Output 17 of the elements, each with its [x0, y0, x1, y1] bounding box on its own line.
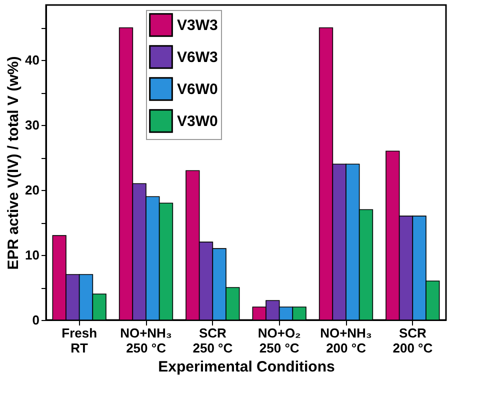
y-tick-label: 30: [25, 118, 40, 133]
legend-label: V6W0: [177, 81, 218, 98]
x-tick-label: NO+O₂ 250 °C: [258, 326, 302, 356]
x-tick-label: SCR 200 °C: [392, 326, 434, 356]
x-tick-label: SCR 250 °C: [192, 326, 234, 356]
y-tick-label: 10: [25, 248, 40, 263]
y-axis-title: EPR active V(IV) / total V (w%): [5, 56, 22, 270]
legend-label: V6W3: [177, 49, 218, 66]
y-tick-label: 40: [25, 52, 40, 68]
legend-label: V3W3: [177, 17, 218, 34]
legend-label: V3W0: [177, 113, 218, 130]
x-axis-title: Experimental Conditions: [158, 358, 335, 376]
y-tick-label: 0: [32, 312, 40, 328]
x-tick-label: Fresh RT: [62, 326, 98, 356]
y-tick-label: 20: [25, 182, 40, 198]
x-tick-label: NO+NH₃ 200 °C: [320, 326, 372, 356]
x-tick-label: NO+NH₃ 250 °C: [120, 326, 172, 356]
